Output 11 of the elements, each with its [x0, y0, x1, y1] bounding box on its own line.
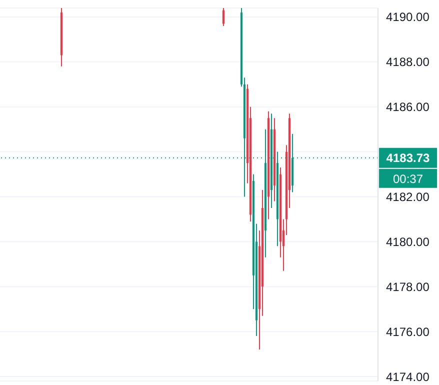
y-tick-label: 4186.00 [386, 100, 430, 114]
text: 00:37 [392, 172, 424, 186]
y-tick-label: 4188.00 [386, 55, 430, 70]
y-tick-label: 4176.00 [386, 324, 430, 339]
y-tick-label: 4180.00 [386, 234, 430, 249]
y-tick-label: 4182.00 [386, 190, 430, 204]
ref-line-label: 4183.73 [386, 150, 430, 165]
candlestick [222, 8, 225, 26]
y-tick-label: 4178.00 [386, 280, 430, 294]
y-tick-label: 4174.00 [386, 370, 430, 384]
y-tick-label: 4190.00 [386, 10, 430, 24]
